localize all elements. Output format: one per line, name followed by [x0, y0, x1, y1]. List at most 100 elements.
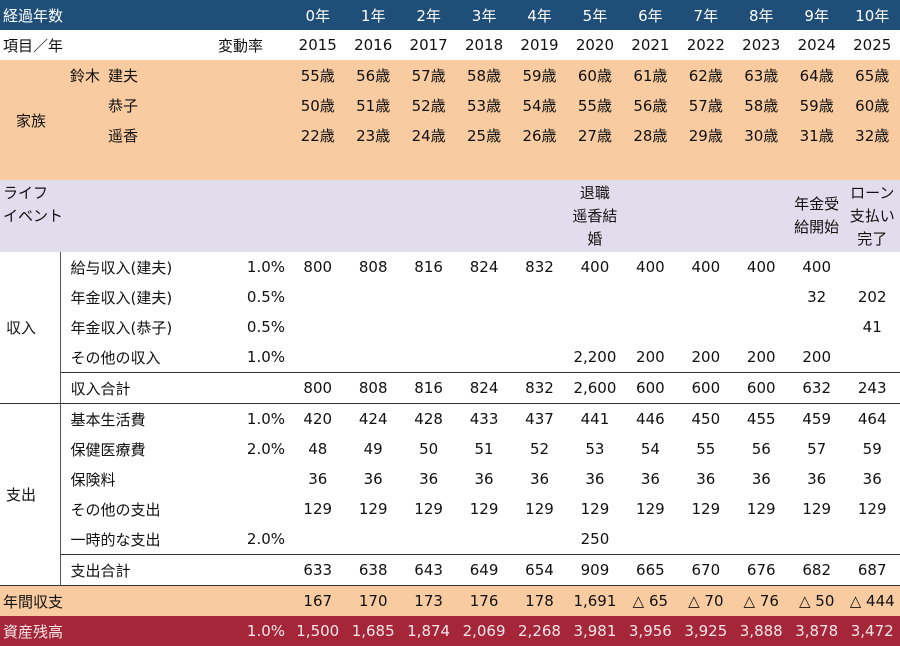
value-cell: 649 [456, 554, 512, 586]
value-cell: 3,956 [622, 616, 679, 646]
value-cell: 29歳 [678, 120, 734, 150]
value-cell [456, 282, 511, 312]
value-cell: 3,472 [844, 616, 900, 646]
item-label: 年間収支 [0, 585, 291, 616]
event-cell [511, 180, 568, 252]
item-label: 基本生活費 [59, 403, 219, 434]
value-cell: 22歳 [290, 120, 346, 150]
value-cell: 600 [622, 372, 679, 404]
event-line: 退職 [579, 183, 610, 202]
value-cell: 170 [345, 585, 401, 616]
value-cell [345, 342, 400, 373]
value-cell: 129 [580, 500, 610, 518]
table-row: 年間収支 167 170 173 176 178 1,691 △ 65 △ 70 △ 76 △ 50… [0, 585, 900, 616]
value-cell: 7年 [678, 0, 734, 30]
value-cell: 56 [751, 440, 771, 458]
table-row: 年金収入(恭子) 0.5% 41 [0, 312, 900, 342]
rate-cell: 1.0% [246, 258, 286, 276]
value-cell: 53 [585, 440, 605, 458]
value-cell: 36 [862, 470, 882, 488]
given-name: 遥香 [108, 126, 139, 145]
value-cell: 824 [456, 372, 512, 404]
value-cell [290, 312, 345, 342]
member-name: 遥香 [60, 120, 219, 150]
value-cell [512, 312, 567, 342]
value-cell [512, 524, 567, 555]
value-cell [678, 282, 733, 312]
value-cell [678, 312, 733, 342]
item-label: その他の支出 [59, 494, 219, 524]
value-cell: 643 [400, 554, 457, 586]
value-cell: 816 [400, 372, 457, 404]
value-cell: 54歳 [511, 90, 568, 120]
value-cell: 41 [862, 318, 882, 336]
value-cell: 2,069 [456, 616, 512, 646]
value-cell [623, 312, 678, 342]
value-cell: 800 [303, 258, 333, 276]
value-cell: 51 [474, 440, 494, 458]
event-line: 年金受 [794, 195, 840, 213]
value-cell: 57 [807, 440, 827, 458]
value-cell: 450 [678, 403, 734, 434]
value-cell: 55 [696, 440, 716, 458]
value-cell [734, 312, 789, 342]
value-cell: 2018 [464, 36, 504, 54]
item-label: 保健医療費 [59, 434, 219, 464]
value-cell: 129 [469, 500, 499, 518]
value-cell: 600 [678, 372, 734, 404]
value-cell: 129 [525, 500, 554, 518]
value-cell [512, 282, 567, 312]
value-cell: 36 [419, 470, 439, 488]
value-cell: 633 [290, 554, 346, 586]
value-cell: 52歳 [400, 90, 457, 120]
event-cell [622, 180, 679, 252]
event-cell: ローン 支払い 完了 [844, 180, 900, 252]
value-cell [844, 524, 900, 555]
value-cell: 420 [290, 403, 346, 434]
rate-cell [218, 464, 290, 494]
value-cell: 57歳 [678, 90, 734, 120]
value-cell [401, 342, 456, 373]
header-label: 経過年数 [0, 0, 291, 30]
event-cell [345, 180, 401, 252]
rate-cell [218, 494, 290, 524]
value-cell: 36 [585, 470, 605, 488]
value-cell: 2024 [797, 36, 836, 54]
value-cell: 8年 [733, 0, 789, 30]
value-cell: 129 [746, 500, 776, 518]
value-cell: 0年 [290, 0, 346, 30]
value-cell: 832 [525, 258, 554, 276]
value-cell [844, 252, 900, 282]
item-label: その他の収入 [59, 342, 219, 373]
item-label: 年金収入(恭子) [59, 312, 219, 342]
value-cell: 49 [363, 440, 383, 458]
value-cell: 36 [751, 470, 771, 488]
value-cell: 2019 [520, 36, 559, 54]
value-cell: 36 [696, 470, 716, 488]
value-cell [456, 342, 511, 373]
value-cell: 2,600 [567, 372, 623, 404]
value-cell: 202 [857, 288, 887, 306]
value-cell [456, 312, 511, 342]
value-cell: 129 [358, 500, 388, 518]
value-cell: 10年 [844, 0, 900, 30]
value-cell: △ 50 [788, 585, 845, 616]
value-cell: 129 [636, 500, 665, 518]
value-cell: 682 [788, 554, 845, 586]
value-cell: 36 [363, 470, 383, 488]
value-cell: 400 [802, 258, 831, 276]
value-cell: 459 [788, 403, 845, 434]
value-cell: 30歳 [733, 120, 789, 150]
value-cell: 53歳 [456, 90, 512, 120]
event-cell [733, 180, 789, 252]
value-cell: 400 [580, 258, 610, 276]
value-cell [567, 282, 622, 312]
value-cell [789, 312, 844, 342]
value-cell: 57歳 [400, 60, 457, 90]
value-cell: 3,981 [567, 616, 623, 646]
value-cell: 36 [807, 470, 827, 488]
value-cell: 61歳 [622, 60, 679, 90]
given-name: 恭子 [108, 96, 139, 115]
